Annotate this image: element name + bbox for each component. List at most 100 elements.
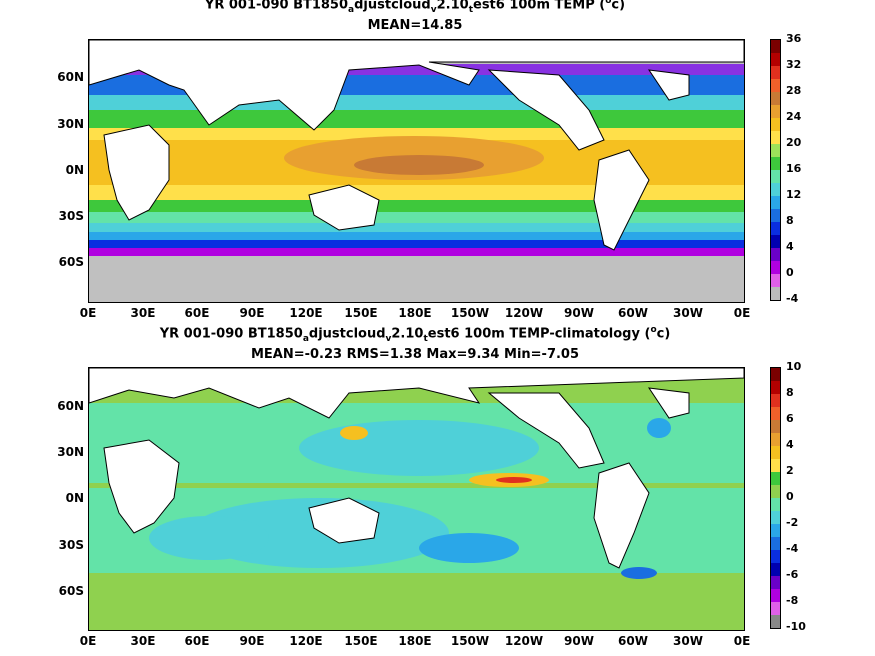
colorbar-segment [771, 589, 780, 602]
colorbar-segment [771, 105, 780, 118]
colorbar-segment [771, 407, 780, 420]
chart1-colorbar-label: 36 [786, 32, 802, 45]
chart1-colorbar-label: 8 [786, 214, 794, 227]
colorbar-segment [771, 381, 780, 394]
colorbar-segment [771, 261, 780, 274]
chart2-xtick: 150W [450, 634, 490, 648]
chart2-xtick: 90W [564, 634, 594, 648]
colorbar-segment [771, 550, 780, 563]
chart1-xtick: 90W [564, 306, 594, 320]
colorbar-segment [771, 459, 780, 472]
colorbar-segment [771, 222, 780, 235]
chart1-xtick: 30W [673, 306, 703, 320]
colorbar-segment [771, 131, 780, 144]
chart1-ytick: 30N [57, 117, 84, 131]
chart2-map-svg [89, 368, 744, 630]
colorbar-segment [771, 183, 780, 196]
colorbar-segment [771, 563, 780, 576]
chart1-ytick: 60N [57, 70, 84, 84]
chart2-colorbar-label: 6 [786, 412, 794, 425]
colorbar-segment [771, 209, 780, 222]
chart2-xtick: 90E [239, 634, 265, 648]
chart1-colorbar-label: 28 [786, 84, 802, 97]
chart1-colorbar [770, 39, 781, 301]
colorbar-segment [771, 394, 780, 407]
chart1-xtick: 180E [398, 306, 432, 320]
colorbar-segment [771, 420, 780, 433]
chart1-colorbar-label: 20 [786, 136, 802, 149]
chart1-ytick: 0N [65, 163, 84, 177]
chart2-map [88, 367, 745, 631]
chart1-colorbar-label: 4 [786, 240, 794, 253]
chart2-xtick: 30W [673, 634, 703, 648]
chart1-colorbar-label: 32 [786, 58, 802, 71]
chart2-ytick: 60S [58, 584, 84, 598]
chart1-xtick: 0E [733, 306, 751, 320]
chart2-colorbar-label: -8 [786, 594, 799, 607]
chart1-xtick: 0E [79, 306, 97, 320]
colorbar-segment [771, 615, 780, 628]
chart1-colorbar-label: 16 [786, 162, 802, 175]
colorbar-segment [771, 446, 780, 459]
colorbar-segment [771, 524, 780, 537]
colorbar-segment [771, 248, 780, 261]
chart2-xtick: 0E [733, 634, 751, 648]
colorbar-segment [771, 498, 780, 511]
colorbar-segment [771, 485, 780, 498]
chart1-subtitle: MEAN=14.85 [367, 18, 463, 33]
chart2-title: YR 001-090 BT1850adjustcloudv2.10test6 1… [159, 325, 671, 344]
chart1-xtick: 120W [504, 306, 544, 320]
colorbar-segment [771, 53, 780, 66]
colorbar-segment [771, 235, 780, 248]
colorbar-segment [771, 79, 780, 92]
chart1-map-svg [89, 40, 744, 302]
chart1-xtick: 60E [184, 306, 210, 320]
chart1-xtick: 150W [450, 306, 490, 320]
chart2-ytick: 30N [57, 445, 84, 459]
chart1-colorbar-label: -4 [786, 292, 799, 305]
colorbar-segment [771, 170, 780, 183]
chart2-colorbar-label: -6 [786, 568, 799, 581]
chart2-colorbar-label: 8 [786, 386, 794, 399]
chart2-xtick: 0E [79, 634, 97, 648]
chart1-colorbar-label: 24 [786, 110, 802, 123]
chart2-colorbar-label: -2 [786, 516, 799, 529]
chart1-ytick: 60S [58, 255, 84, 269]
chart1-map [88, 39, 745, 303]
colorbar-segment [771, 144, 780, 157]
colorbar-segment [771, 287, 780, 300]
chart2-xtick: 180E [398, 634, 432, 648]
colorbar-segment [771, 602, 780, 615]
colorbar-segment [771, 118, 780, 131]
colorbar-segment [771, 576, 780, 589]
chart1-xtick: 150E [344, 306, 378, 320]
colorbar-segment [771, 92, 780, 105]
colorbar-segment [771, 66, 780, 79]
chart1-xtick: 90E [239, 306, 265, 320]
chart1-xtick: 120E [289, 306, 323, 320]
colorbar-segment [771, 368, 780, 381]
colorbar-segment [771, 274, 780, 287]
chart2-ytick: 30S [58, 538, 84, 552]
colorbar-segment [771, 433, 780, 446]
chart2-ytick: 60N [57, 399, 84, 413]
chart2-xtick: 120E [289, 634, 323, 648]
chart2-xtick: 60W [618, 634, 648, 648]
chart1-title: YR 001-090 BT1850adjustcloudv2.10test6 1… [204, 0, 626, 15]
colorbar-segment [771, 537, 780, 550]
chart1-colorbar-label: 12 [786, 188, 802, 201]
chart2-colorbar-label: 4 [786, 438, 794, 451]
colorbar-segment [771, 472, 780, 485]
colorbar-segment [771, 157, 780, 170]
chart2-ytick: 0N [65, 491, 84, 505]
chart2-colorbar [770, 367, 781, 629]
chart1-ytick: 30S [58, 209, 84, 223]
colorbar-segment [771, 40, 780, 53]
chart1-colorbar-label: 0 [786, 266, 794, 279]
chart2-xtick: 120W [504, 634, 544, 648]
chart2-colorbar-label: -4 [786, 542, 799, 555]
chart2-colorbar-label: 10 [786, 360, 802, 373]
chart2-colorbar-label: 2 [786, 464, 794, 477]
chart2-xtick: 150E [344, 634, 378, 648]
chart2-colorbar-label: 0 [786, 490, 794, 503]
